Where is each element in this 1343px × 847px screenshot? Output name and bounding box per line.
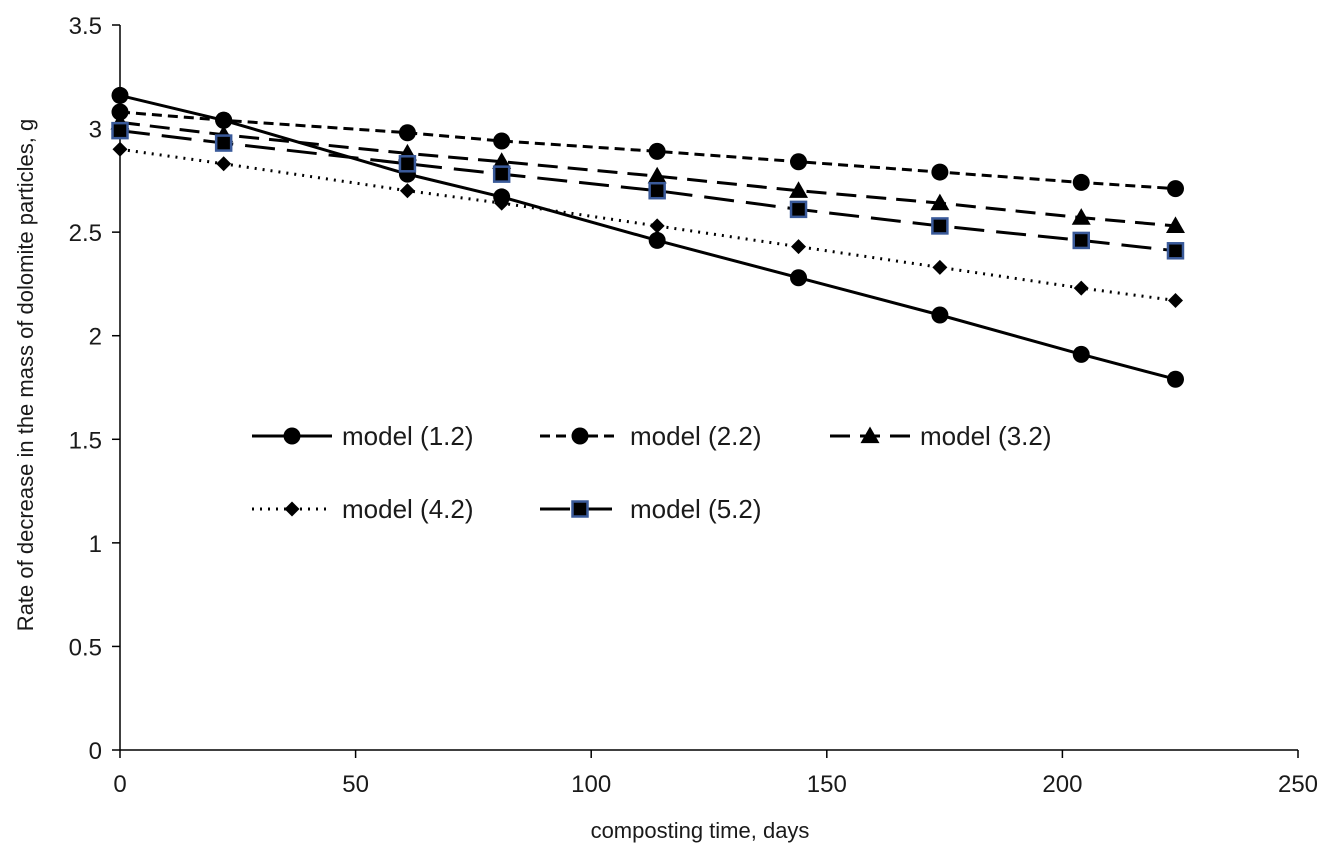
data-point-circle	[1166, 180, 1184, 198]
legend-item: model (3.2)	[830, 421, 1052, 451]
legend-marker	[571, 427, 589, 445]
y-tick-label: 0	[89, 738, 102, 765]
legend-label: model (5.2)	[630, 494, 762, 524]
x-tick-label: 100	[571, 771, 611, 798]
data-point-square	[214, 134, 233, 152]
series-line	[119, 129, 1176, 253]
legend-item: model (5.2)	[540, 494, 762, 524]
data-point-square	[931, 217, 949, 235]
data-point-circle	[790, 269, 808, 287]
data-point-diamond	[112, 141, 128, 157]
legend-item: model (2.2)	[540, 421, 762, 451]
data-point-square	[1072, 231, 1090, 250]
y-tick-label: 1	[89, 531, 102, 558]
data-point-triangle	[1071, 208, 1091, 225]
legend-item: model (4.2)	[252, 494, 474, 524]
data-point-diamond	[932, 259, 948, 275]
y-tick-label: 2	[89, 324, 102, 351]
data-point-square	[1166, 242, 1185, 260]
series-line	[119, 93, 1176, 381]
legend-marker	[283, 427, 301, 445]
y-tick-label: 3	[89, 117, 102, 144]
data-point-circle	[111, 103, 129, 121]
data-point-triangle	[492, 152, 512, 169]
data-point-triangle	[1165, 216, 1185, 234]
x-axis-title: composting time, days	[591, 818, 810, 843]
series-line	[119, 120, 1176, 228]
x-tick-label: 150	[807, 771, 847, 798]
series-markers	[110, 86, 1185, 388]
data-point-circle	[1072, 173, 1090, 191]
data-point-circle	[931, 163, 949, 181]
data-point-diamond	[1167, 293, 1183, 308]
data-point-triangle	[930, 193, 950, 211]
legend-label: model (2.2)	[630, 421, 762, 451]
data-point-circle	[398, 124, 416, 142]
legend-marker	[860, 426, 880, 444]
legend-label: model (1.2)	[342, 421, 474, 451]
data-point-diamond	[1073, 280, 1089, 296]
y-axis-title: Rate of decrease in the mass of dolomite…	[13, 119, 38, 631]
axes	[119, 25, 1298, 751]
data-point-circle	[1072, 345, 1090, 363]
data-point-diamond	[791, 239, 807, 255]
data-point-circle	[215, 111, 233, 129]
data-point-square	[398, 155, 417, 173]
data-point-diamond	[494, 195, 510, 211]
legend: model (1.2) model (2.2) model (3.2) model (…	[252, 421, 1052, 524]
series-line	[119, 110, 1176, 191]
x-tick-label: 200	[1042, 771, 1082, 798]
data-point-circle	[493, 132, 511, 150]
y-tick-label: 1.5	[69, 427, 102, 454]
data-point-circle	[648, 231, 666, 249]
data-point-circle	[111, 86, 129, 104]
legend-label: model (3.2)	[920, 421, 1052, 451]
y-tick-label: 2.5	[69, 220, 102, 247]
data-point-circle	[790, 153, 808, 171]
data-point-square	[789, 200, 808, 219]
series-lines	[119, 93, 1176, 381]
data-point-circle	[931, 306, 949, 324]
x-tick-label: 250	[1278, 771, 1318, 798]
data-point-diamond	[399, 183, 415, 199]
series-line	[119, 147, 1176, 302]
data-point-square	[111, 121, 129, 140]
data-point-square	[648, 181, 666, 200]
legend-marker	[284, 501, 300, 517]
data-point-circle	[1166, 370, 1184, 388]
data-point-diamond	[216, 156, 232, 172]
y-tick-label: 0.5	[69, 634, 102, 661]
x-tick-label: 50	[342, 771, 369, 798]
x-tick-label: 0	[113, 771, 126, 798]
legend-item: model (1.2)	[252, 421, 474, 451]
data-point-triangle	[789, 181, 809, 198]
data-point-triangle	[647, 166, 667, 184]
data-point-square	[492, 165, 511, 183]
legend-marker	[571, 500, 589, 518]
data-point-circle	[648, 142, 666, 160]
legend-label: model (4.2)	[342, 494, 474, 524]
y-tick-label: 3.5	[69, 13, 102, 40]
x-axis-ticks: 0 50 100 150 200 250	[113, 750, 1318, 798]
data-point-diamond	[649, 218, 665, 234]
